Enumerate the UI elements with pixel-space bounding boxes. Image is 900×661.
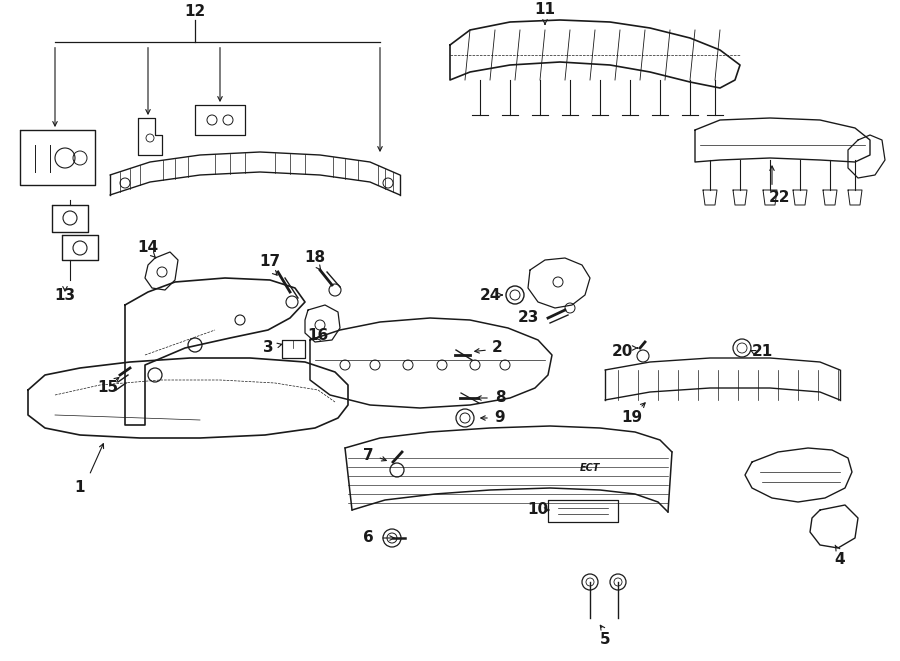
Text: 20: 20 [611,344,633,360]
Text: 19: 19 [621,410,643,426]
Text: 12: 12 [184,5,205,20]
Text: 23: 23 [518,311,539,325]
Text: 13: 13 [54,288,76,303]
Text: ECT: ECT [580,463,600,473]
Text: 14: 14 [138,241,158,256]
Text: 16: 16 [308,327,328,342]
Text: 7: 7 [363,447,374,463]
Text: 3: 3 [263,340,274,356]
Text: 6: 6 [363,531,374,545]
Text: 5: 5 [599,633,610,648]
Text: 10: 10 [527,502,549,518]
Text: 8: 8 [495,391,505,405]
Text: 4: 4 [834,553,845,568]
Text: 17: 17 [259,254,281,270]
Text: 22: 22 [770,190,791,206]
Text: 1: 1 [75,481,86,496]
Text: 24: 24 [480,288,500,303]
Text: 21: 21 [752,344,772,360]
Text: 18: 18 [304,251,326,266]
Text: 2: 2 [491,340,502,356]
Text: 9: 9 [495,410,505,426]
Text: 11: 11 [535,3,555,17]
Text: 15: 15 [97,381,119,395]
